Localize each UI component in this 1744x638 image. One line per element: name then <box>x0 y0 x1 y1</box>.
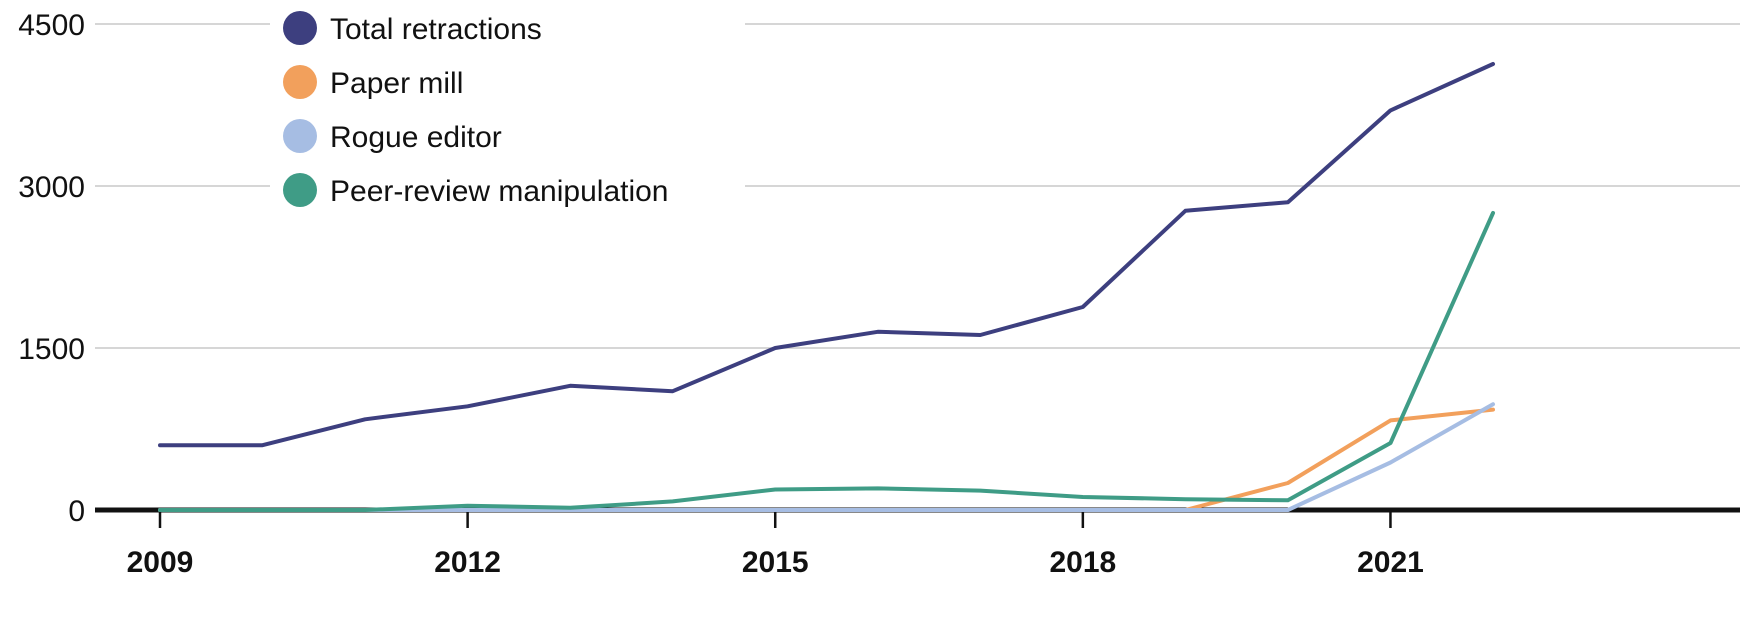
y-tick-label: 4500 <box>18 9 85 42</box>
legend-swatch-paper-mill <box>283 65 317 99</box>
x-tick-label: 2015 <box>742 546 809 579</box>
x-axis: 2009 2012 2015 2018 2021 <box>95 507 1740 579</box>
legend: Total retractions Paper mill Rogue editor P… <box>270 0 745 214</box>
legend-label-paper-mill: Paper mill <box>330 67 463 100</box>
legend-swatch-rogue-editor <box>283 119 317 153</box>
x-tick-label: 2012 <box>434 546 501 579</box>
series-line-paper-mill <box>158 407 1495 512</box>
series-line-peer-review-manipulation <box>158 211 1495 512</box>
y-tick-label: 0 <box>68 495 85 528</box>
legend-label-rogue-editor: Rogue editor <box>330 121 502 154</box>
legend-label-total-retractions: Total retractions <box>330 13 542 46</box>
legend-swatch-total-retractions <box>283 11 317 45</box>
x-tick-label: 2021 <box>1357 546 1424 579</box>
y-tick-label: 3000 <box>18 171 85 204</box>
legend-swatch-peer-review-manipulation <box>283 173 317 207</box>
x-tick-label: 2009 <box>127 546 194 579</box>
legend-background <box>270 0 745 214</box>
legend-label-peer-review-manipulation: Peer-review manipulation <box>330 175 669 208</box>
series-line-total-retractions <box>158 62 1495 448</box>
series-lines <box>158 62 1495 512</box>
x-tick-label: 2018 <box>1049 546 1116 579</box>
y-tick-label: 1500 <box>18 333 85 366</box>
